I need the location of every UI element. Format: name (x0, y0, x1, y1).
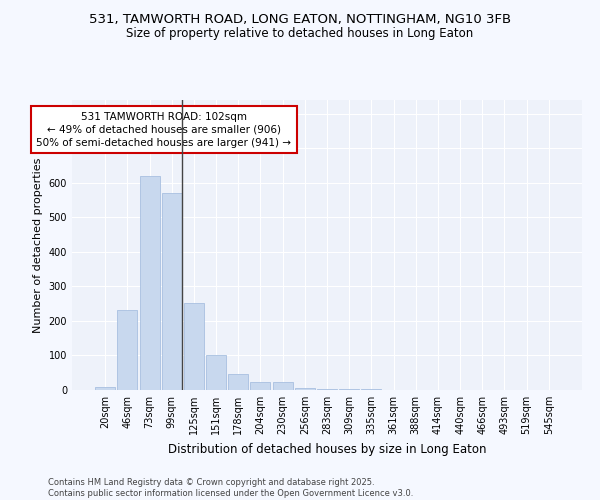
Bar (162, 193, 182, 390)
X-axis label: Distribution of detached houses by size in Long Eaton: Distribution of detached houses by size … (168, 442, 486, 456)
Text: Size of property relative to detached houses in Long Eaton: Size of property relative to detached ho… (127, 28, 473, 40)
Bar (272, 382, 293, 390)
Bar (250, 382, 271, 390)
Y-axis label: Number of detached properties: Number of detached properties (33, 158, 43, 332)
Bar (184, 302, 204, 390)
Bar (95, 386, 115, 390)
Bar (228, 374, 248, 390)
Text: 531 TAMWORTH ROAD: 102sqm
← 49% of detached houses are smaller (906)
50% of semi: 531 TAMWORTH ROAD: 102sqm ← 49% of detac… (37, 112, 292, 148)
Bar (295, 388, 315, 390)
Text: 531, TAMWORTH ROAD, LONG EATON, NOTTINGHAM, NG10 3FB: 531, TAMWORTH ROAD, LONG EATON, NOTTINGH… (89, 12, 511, 26)
Text: Contains HM Land Registry data © Crown copyright and database right 2025.
Contai: Contains HM Land Registry data © Crown c… (48, 478, 413, 498)
Bar (118, 310, 137, 390)
Bar (206, 356, 226, 390)
Bar (317, 389, 337, 390)
Bar (140, 176, 160, 390)
